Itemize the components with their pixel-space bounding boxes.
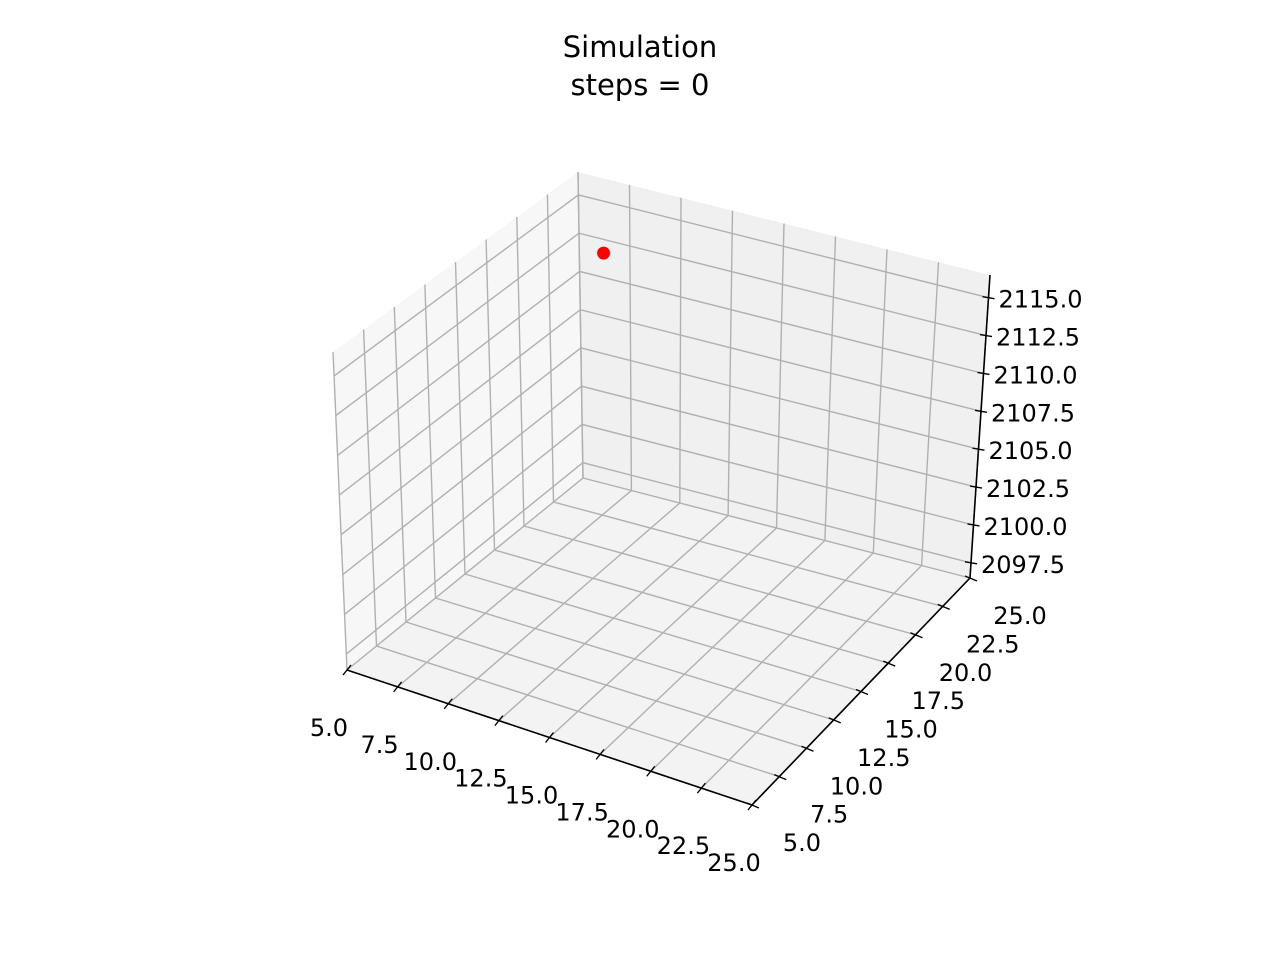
y-tick	[828, 717, 842, 724]
z-tick	[967, 523, 980, 527]
tick-labels: 5.07.510.012.515.017.520.022.525.05.07.5…	[310, 286, 1083, 877]
y-tick-label: 10.0	[830, 772, 883, 800]
gridline-y	[485, 239, 889, 664]
y-tick	[746, 802, 760, 809]
x-tick-label: 25.0	[707, 849, 760, 877]
z-tick-label: 2097.5	[981, 551, 1065, 579]
gridline-z	[344, 423, 974, 615]
z-tick-label: 2110.0	[994, 361, 1078, 389]
y-tick-label: 12.5	[857, 744, 910, 772]
y-tick	[882, 660, 896, 667]
x-tick-label: 22.5	[657, 832, 710, 860]
y-tick-label: 20.0	[939, 659, 992, 687]
z-tick-label: 2105.0	[989, 437, 1073, 465]
z-tick-label: 2102.5	[986, 475, 1070, 503]
gridline-y	[393, 306, 807, 749]
x-tick-label: 5.0	[310, 714, 348, 742]
gridline-z	[342, 385, 977, 576]
axis-panes	[333, 172, 990, 805]
z-tick	[982, 296, 995, 300]
y-tick-label: 7.5	[810, 801, 848, 829]
y-tick-label: 22.5	[966, 630, 1019, 658]
y-tick	[937, 603, 951, 611]
z-tick	[977, 371, 990, 376]
x-tick	[646, 765, 656, 777]
x-tick-label: 15.0	[505, 782, 558, 810]
gridline-y	[546, 194, 943, 608]
y-tick-label: 17.5	[912, 687, 965, 715]
y-tick-label: 15.0	[884, 716, 937, 744]
gridline-z	[333, 194, 989, 377]
gridline-z	[345, 461, 972, 655]
x-tick-label: 20.0	[606, 815, 659, 843]
z-tick-label: 2112.5	[996, 324, 1080, 352]
x-tick-label: 17.5	[555, 798, 608, 826]
gridline-y	[516, 216, 916, 636]
data-point	[597, 246, 611, 260]
z-tick-label: 2107.5	[991, 399, 1075, 427]
floor-pane	[347, 478, 970, 805]
gridline-z	[335, 232, 987, 417]
z-tick	[964, 561, 978, 565]
x-tick-label: 10.0	[404, 748, 457, 776]
y-tick-label: 25.0	[993, 602, 1046, 630]
y-tick	[910, 632, 923, 639]
z-tick	[972, 447, 985, 451]
y-tick-label: 5.0	[783, 829, 821, 857]
gridline-z	[340, 347, 979, 536]
z-tick-label: 2115.0	[999, 286, 1083, 314]
y-tick	[801, 745, 814, 752]
z-tick-label: 2100.0	[984, 513, 1068, 541]
gridline-y	[454, 261, 862, 693]
x-tick	[544, 732, 555, 743]
chart-subtitle: steps = 0	[570, 68, 710, 102]
z-tick	[974, 409, 988, 414]
x-tick	[494, 715, 504, 727]
chart-title: Simulation	[562, 30, 718, 64]
z-axis-line	[969, 274, 991, 579]
gridline-y	[424, 284, 835, 721]
x-tick	[393, 681, 403, 693]
gridline-z	[337, 270, 984, 456]
z-tick	[979, 333, 993, 338]
y-tick	[773, 773, 787, 781]
gridline-z	[338, 308, 982, 496]
x-tick-label: 7.5	[361, 731, 399, 759]
gridline-y	[362, 329, 780, 778]
data-points	[597, 246, 611, 260]
gridline-y	[577, 171, 971, 579]
left-pane	[333, 172, 583, 670]
y-tick	[855, 688, 869, 696]
x-tick	[342, 664, 352, 676]
x-tick	[443, 698, 453, 710]
x-tick	[696, 782, 706, 794]
tick-marks	[342, 296, 995, 811]
z-tick	[969, 485, 983, 489]
x-tick	[595, 748, 605, 760]
x-tick-label: 12.5	[454, 765, 507, 793]
y-tick	[964, 575, 978, 582]
